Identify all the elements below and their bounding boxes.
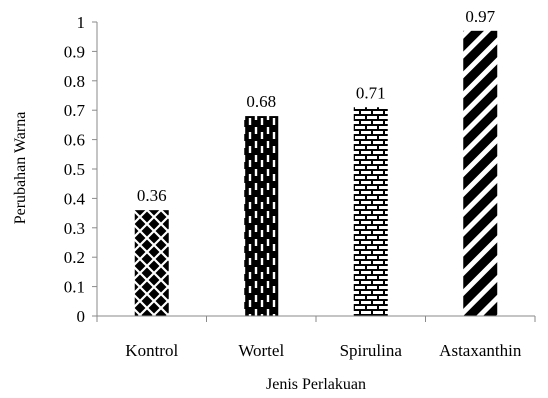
y-tick-label: 1 — [77, 13, 86, 32]
y-tick-label: 0.8 — [64, 72, 85, 91]
data-label: 0.68 — [246, 92, 276, 111]
category-label: Wortel — [238, 341, 284, 360]
data-labels: 0.36 0.68 0.71 0.97 — [137, 7, 496, 205]
y-axis-title: Perubahan Warna — [12, 112, 29, 225]
category-label: Kontrol — [125, 341, 178, 360]
bar-spirulina — [353, 107, 388, 316]
y-tick-label: 0.7 — [64, 101, 86, 120]
y-tick-label: 0.1 — [64, 278, 85, 297]
data-label: 0.36 — [137, 186, 167, 205]
y-tick-label: 0.3 — [64, 219, 85, 238]
y-tick-label: 0.5 — [64, 160, 85, 179]
y-tick-label: 0.4 — [64, 189, 86, 208]
bars — [134, 30, 498, 316]
bar-astaxanthin — [463, 30, 498, 316]
data-label: 0.71 — [356, 83, 386, 102]
bar-kontrol — [134, 210, 169, 316]
category-label: Spirulina — [340, 341, 403, 360]
data-label: 0.97 — [465, 7, 495, 26]
y-axis-ticks: 0 0.1 0.2 0.3 0.4 0.5 0.6 0.7 0.8 0.9 1 — [64, 13, 97, 326]
y-tick-label: 0 — [77, 307, 86, 326]
bar-wortel — [244, 116, 279, 316]
category-label: Astaxanthin — [439, 341, 522, 360]
x-axis-ticks — [96, 316, 536, 322]
y-tick-label: 0.6 — [64, 131, 85, 150]
category-labels: Kontrol Wortel Spirulina Astaxanthin — [125, 341, 522, 360]
y-tick-label: 0.2 — [64, 248, 85, 267]
y-tick-label: 0.9 — [64, 42, 85, 61]
x-axis-title: Jenis Perlakuan — [266, 376, 366, 393]
